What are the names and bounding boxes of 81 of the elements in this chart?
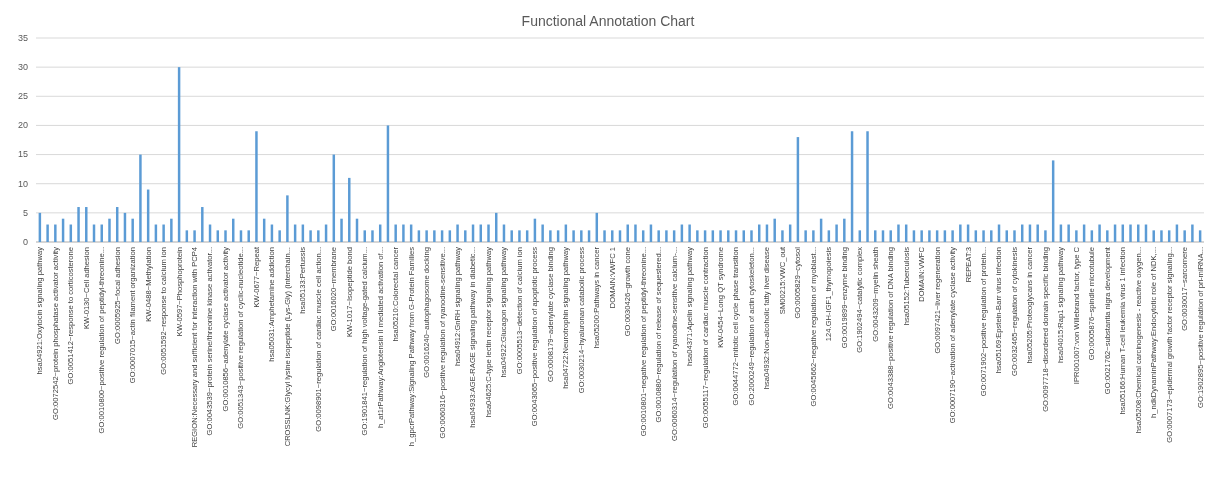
bar	[897, 224, 900, 242]
y-tick-label: 25	[17, 91, 28, 102]
bar	[224, 230, 227, 242]
bar	[580, 230, 583, 242]
bar	[866, 131, 869, 242]
y-tick-label: 20	[17, 120, 28, 131]
bar	[1183, 230, 1186, 242]
bar	[951, 230, 954, 242]
bar	[286, 195, 289, 242]
bar	[1013, 230, 1016, 242]
bar	[139, 154, 142, 242]
bar	[456, 224, 459, 242]
bar	[518, 230, 521, 242]
bar	[688, 224, 691, 242]
bar	[812, 230, 815, 242]
y-tick-label: 15	[17, 149, 28, 160]
bar	[549, 230, 552, 242]
bar	[1036, 224, 1039, 242]
bar	[727, 230, 730, 242]
bar	[46, 224, 49, 242]
bar	[348, 177, 351, 242]
bar	[340, 218, 343, 242]
y-tick-label: 5	[22, 207, 28, 218]
bar	[657, 230, 660, 242]
bar	[309, 230, 312, 242]
bar	[402, 224, 405, 242]
y-tick-label: 30	[17, 62, 28, 73]
bar	[959, 224, 962, 242]
bar	[201, 207, 204, 242]
bar	[920, 230, 923, 242]
bar	[108, 218, 111, 242]
bar	[611, 230, 614, 242]
bar	[1160, 230, 1163, 242]
bar	[464, 230, 467, 242]
bar	[572, 230, 575, 242]
chart-title: Functional Annotation Chart	[521, 13, 695, 29]
bar	[781, 230, 784, 242]
bar	[835, 224, 838, 242]
bar	[1067, 224, 1070, 242]
y-tick-label: 0	[22, 236, 28, 247]
bar	[634, 224, 637, 242]
bar	[85, 207, 88, 242]
bar	[1106, 230, 1109, 242]
bar	[487, 224, 490, 242]
bar	[843, 218, 846, 242]
bar	[1129, 224, 1132, 242]
bar	[54, 224, 57, 242]
bar	[541, 224, 544, 242]
bar	[696, 230, 699, 242]
bar	[193, 230, 196, 242]
bar	[1098, 224, 1101, 242]
bar	[247, 230, 250, 242]
bar	[1152, 230, 1155, 242]
bar	[162, 224, 165, 242]
bar	[317, 230, 320, 242]
bar	[773, 218, 776, 242]
y-tick-label: 35	[17, 32, 28, 43]
bar	[1075, 230, 1078, 242]
bar	[990, 230, 993, 242]
bar	[278, 230, 281, 242]
bar	[719, 230, 722, 242]
bar	[750, 230, 753, 242]
bar	[255, 131, 258, 242]
bar	[371, 230, 374, 242]
bar	[433, 230, 436, 242]
bar	[131, 218, 134, 242]
bar	[603, 230, 606, 242]
bar	[510, 230, 513, 242]
bar	[928, 230, 931, 242]
bar	[626, 224, 629, 242]
bar	[77, 207, 80, 242]
bar	[982, 230, 985, 242]
bar	[1191, 224, 1194, 242]
bar	[889, 230, 892, 242]
bar	[425, 230, 428, 242]
y-tick-label: 10	[17, 178, 28, 189]
bar	[665, 230, 668, 242]
bar	[170, 218, 173, 242]
bar	[1044, 230, 1047, 242]
bar	[394, 224, 397, 242]
bar	[804, 230, 807, 242]
